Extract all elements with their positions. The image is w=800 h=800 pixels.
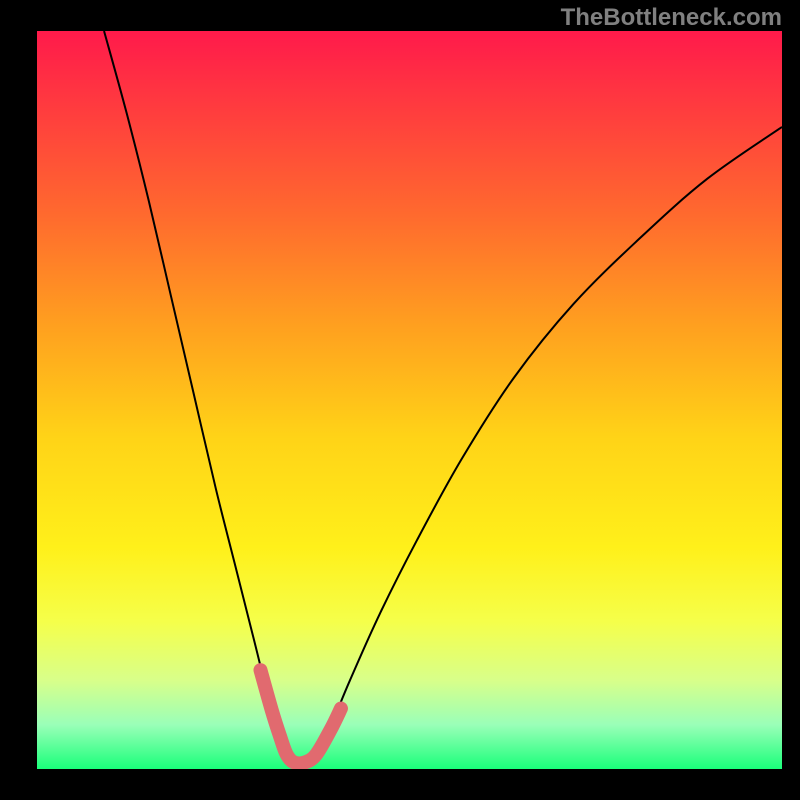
chart-frame: TheBottleneck.com: [0, 0, 800, 800]
watermark-text: TheBottleneck.com: [561, 4, 782, 32]
plot-background: [37, 31, 782, 769]
bottleneck-chart: [0, 0, 800, 800]
